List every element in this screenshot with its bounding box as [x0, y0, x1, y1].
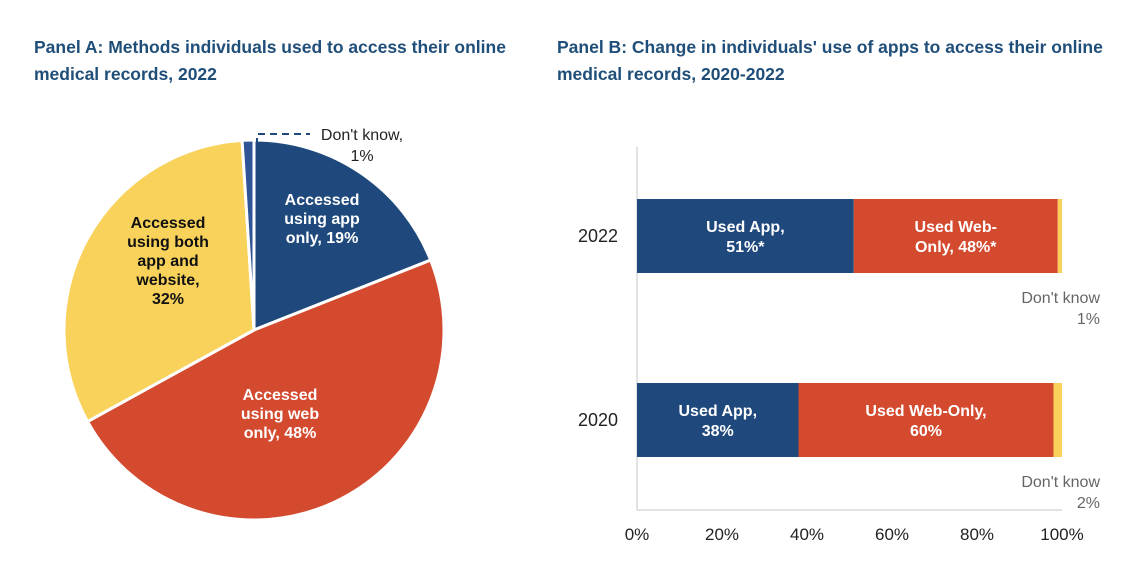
bar-label-dont-know: Don't know 2% [1021, 474, 1100, 512]
pie-slice-web [85, 258, 446, 522]
bar-label-app: Used App, 38% [678, 403, 757, 440]
panel-a-title: Panel A: Methods individuals used to acc… [34, 37, 506, 84]
pie-slice-both [62, 138, 256, 424]
bar-segment-app [637, 199, 854, 273]
x-tick-label: 60% [875, 525, 909, 544]
bar-segment-web [853, 199, 1058, 273]
x-tick-label: 100% [1040, 525, 1083, 544]
bar-label-web: Used Web-Only, 60% [865, 403, 986, 440]
bar-label-dont-know: Don't know 1% [1021, 290, 1100, 328]
bar-label-app: Used App, 51%* [706, 219, 785, 256]
pie-leader-line [256, 133, 310, 145]
panel-b-title: Panel B: Change in individuals' use of a… [557, 37, 1103, 84]
bar-segment-app [637, 383, 799, 457]
bar-segment-dk [1053, 383, 1062, 457]
pie-label-app: Accessed using app only, 19% [284, 192, 360, 247]
bar-segment-dk [1057, 199, 1062, 273]
stacked-bar-chart: 0% 20% 40% 60% 80% 100% 2022 Used App, 51%* Used … [578, 147, 1100, 544]
bar-label-web: Used Web-Only, 48%* [915, 219, 998, 256]
pie-slice-dont_know [240, 138, 256, 331]
bar-segment-web [798, 383, 1054, 457]
pie-label-both: Accessed using both app and website, 32% [127, 215, 209, 308]
pie-chart: Accessed using app only, 19% Accessed using … [62, 127, 446, 522]
pie-label-dont-know: Don't know, 1% [321, 127, 403, 165]
x-tick-label: 40% [790, 525, 824, 544]
pie-slice-app [252, 138, 433, 333]
pie-label-web: Accessed using web only, 48% [241, 387, 319, 442]
category-label: 2022 [578, 226, 618, 246]
x-tick-label: 20% [705, 525, 739, 544]
category-label: 2020 [578, 410, 618, 430]
x-tick-label: 80% [960, 525, 994, 544]
x-tick-label: 0% [625, 525, 650, 544]
